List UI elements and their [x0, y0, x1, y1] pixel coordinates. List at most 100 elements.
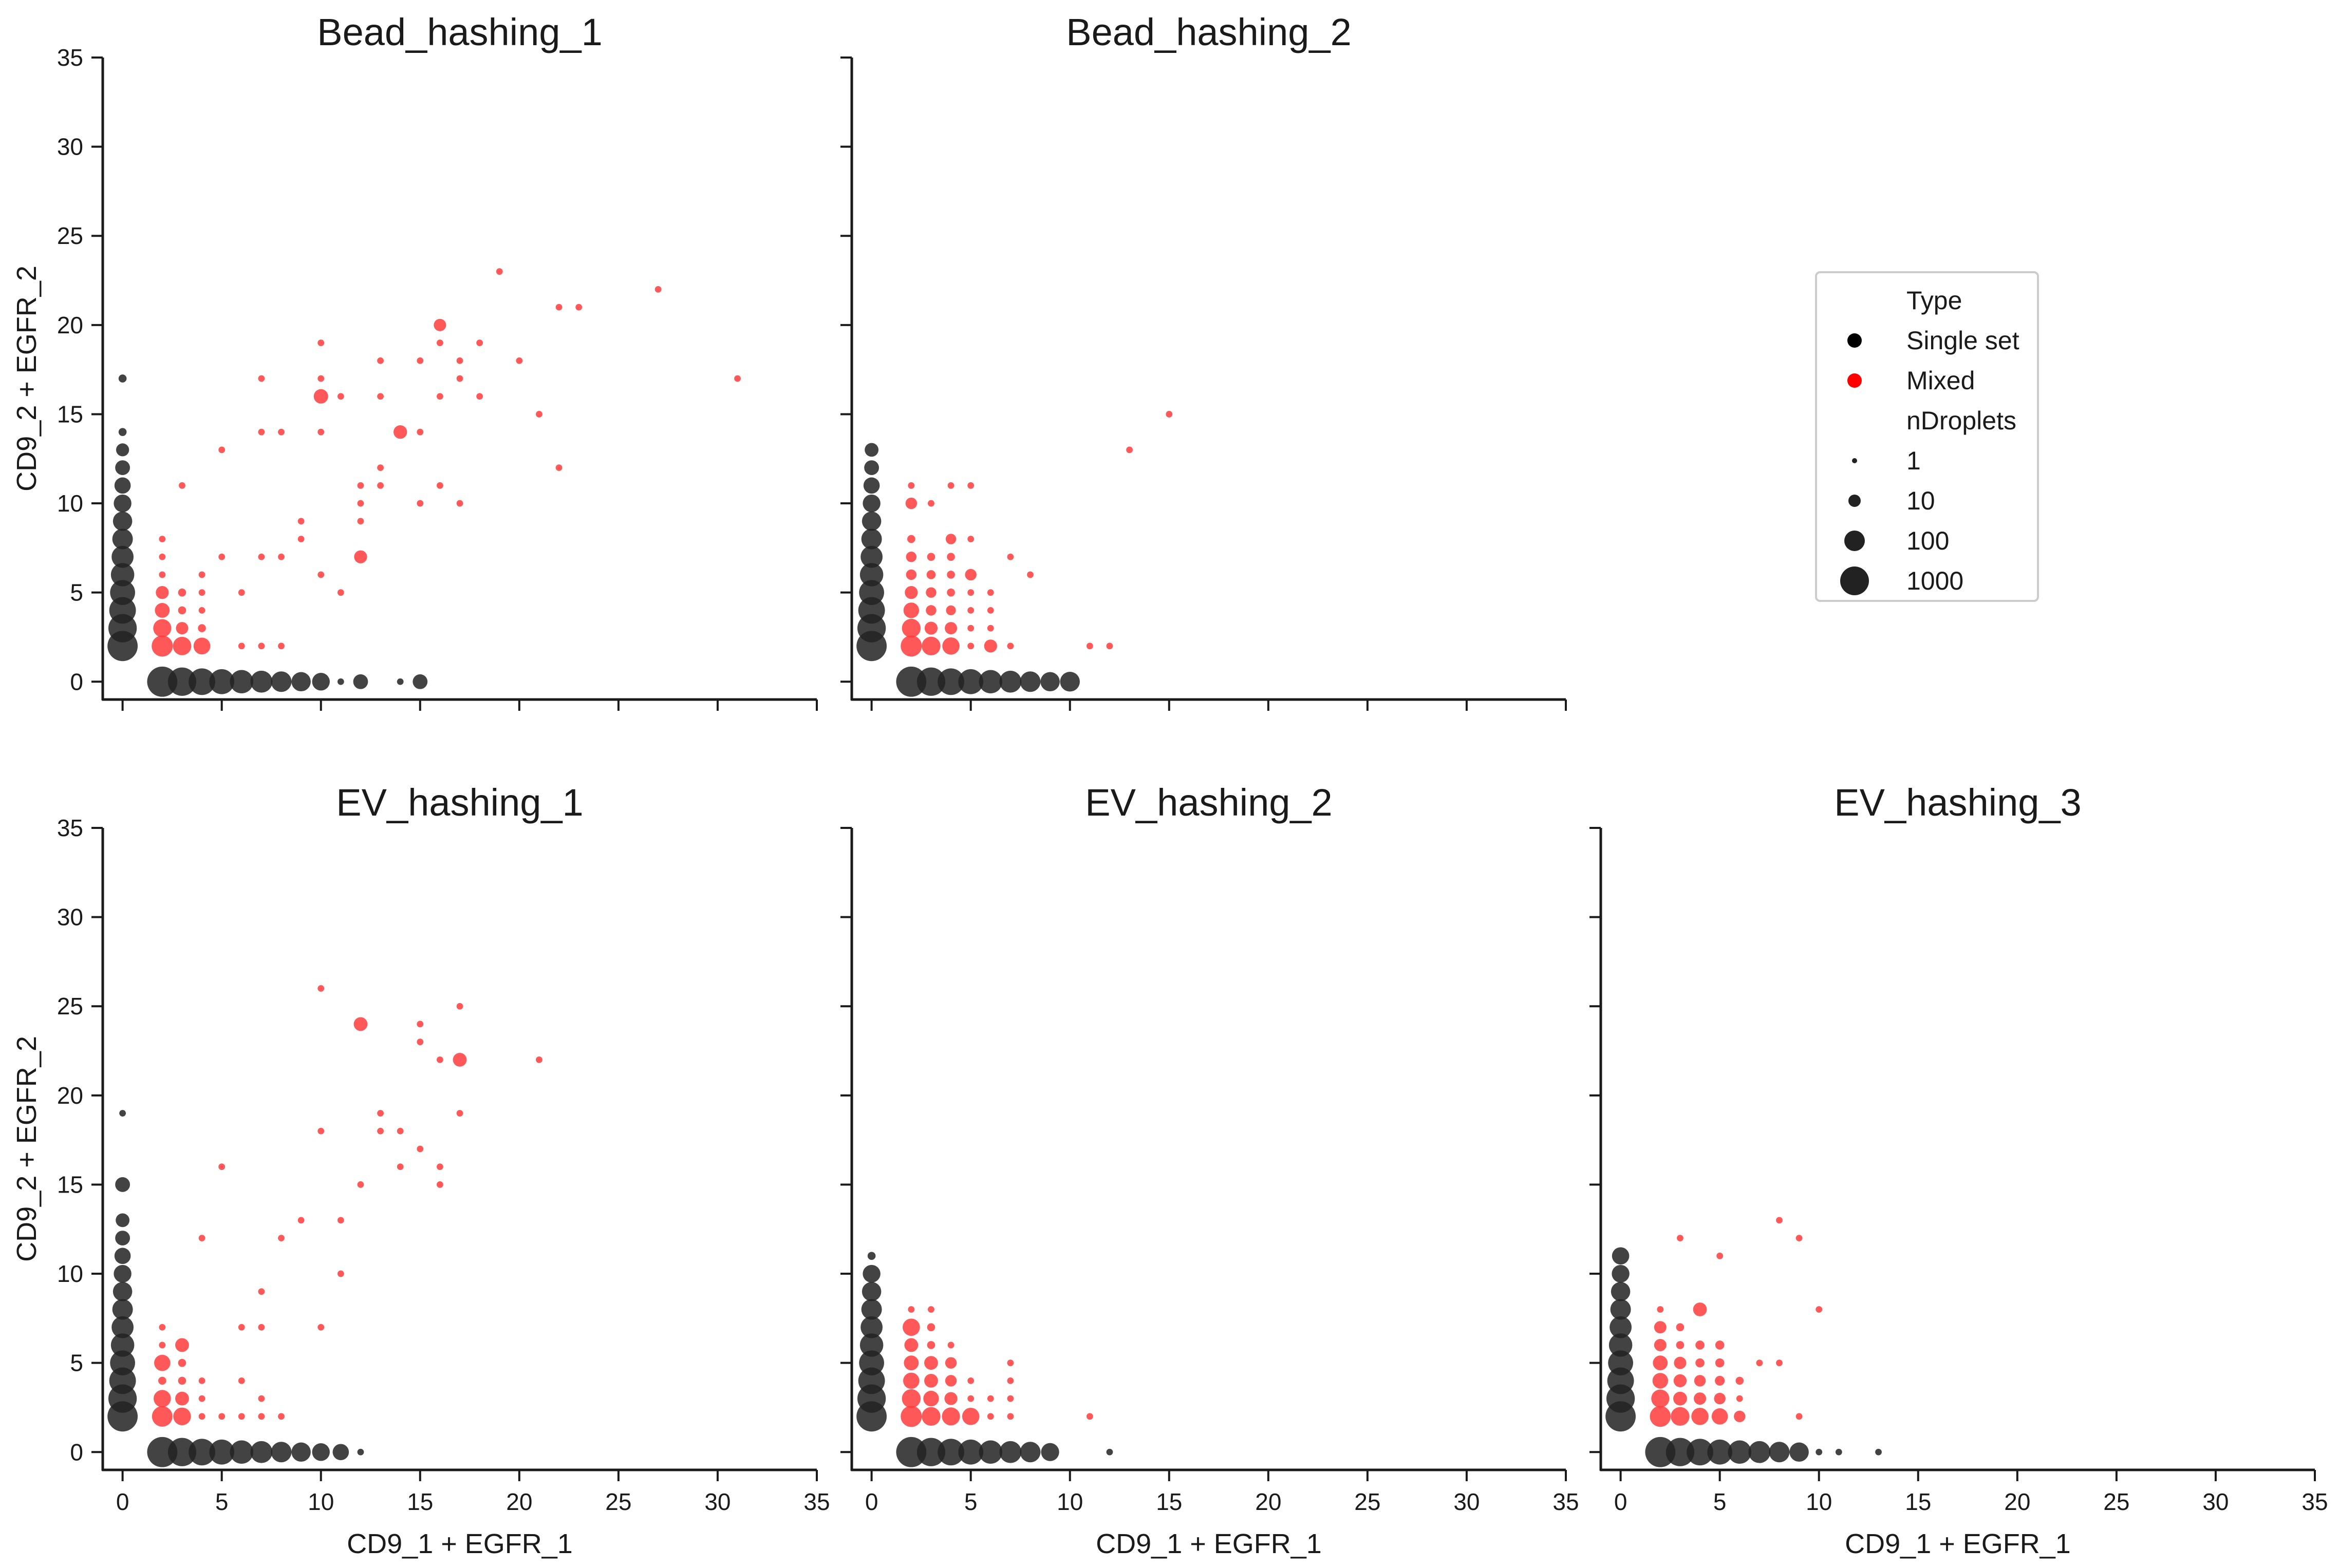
data-point: [238, 1413, 245, 1420]
legend-label: 10: [1906, 486, 1935, 515]
y-tick-label: 0: [70, 1439, 83, 1465]
data-point: [147, 1437, 178, 1467]
data-point: [353, 674, 368, 689]
data-point: [1728, 1440, 1752, 1464]
data-point: [198, 571, 205, 578]
data-point: [654, 286, 662, 293]
data-point: [859, 1333, 884, 1357]
legend-marker: [1847, 333, 1862, 348]
data-point: [1715, 1375, 1725, 1386]
data-point: [896, 1437, 927, 1467]
data-point: [904, 1338, 919, 1352]
data-point: [291, 1442, 311, 1462]
data-point: [1816, 1306, 1823, 1313]
data-point: [377, 482, 384, 489]
data-point: [337, 1217, 344, 1224]
data-point: [198, 1395, 205, 1402]
data-point: [178, 1376, 186, 1385]
y-tick-label: 25: [57, 222, 83, 249]
x-tick-label: 20: [2004, 1488, 2030, 1515]
data-point: [476, 339, 483, 346]
legend: Type Single set Mixed nDroplets 1 10 100 1000: [1815, 271, 2039, 602]
y-tick-label: 35: [57, 815, 83, 841]
data-point: [987, 1395, 994, 1402]
data-point: [110, 563, 135, 587]
data-point: [209, 1439, 235, 1465]
data-point: [967, 482, 975, 489]
data-point: [906, 551, 917, 562]
x-tick-label: 0: [116, 1488, 129, 1515]
panel-ev-hashing-1: EV_hashing_1 0 5 10 15 20 25 30 35 0 5 10 15 20 25 30 35…: [11, 781, 830, 1559]
data-point: [271, 671, 292, 692]
data-point: [317, 375, 325, 382]
data-point: [967, 643, 975, 650]
data-point: [1607, 1367, 1634, 1394]
data-point: [1166, 411, 1173, 418]
data-point: [114, 494, 132, 513]
data-point: [109, 1367, 136, 1394]
data-point: [1789, 1442, 1809, 1462]
y-tick-label: 30: [57, 904, 83, 931]
legend-size-marker: [1844, 531, 1865, 551]
data-point: [864, 460, 880, 476]
data-point: [979, 670, 1003, 694]
data-point: [958, 1439, 984, 1465]
data-point: [1674, 1356, 1687, 1369]
data-point: [905, 497, 918, 509]
data-point: [456, 500, 463, 507]
data-point: [436, 1181, 443, 1188]
data-point: [159, 571, 166, 578]
data-point: [377, 1127, 384, 1135]
x-tick-label: 25: [605, 1488, 631, 1515]
data-point: [476, 393, 483, 400]
data-point: [111, 545, 134, 568]
data-point: [1041, 1443, 1059, 1461]
data-point: [924, 1373, 938, 1388]
data-point: [924, 621, 938, 635]
data-point: [906, 569, 917, 580]
data-point: [861, 1299, 882, 1320]
data-point: [209, 669, 235, 694]
data-point: [114, 477, 131, 494]
data-point: [555, 464, 563, 471]
data-point: [1691, 1408, 1709, 1425]
data-point: [979, 1440, 1003, 1464]
data-point: [456, 1110, 463, 1117]
data-point: [176, 622, 189, 635]
data-point: [903, 1318, 920, 1336]
data-point: [167, 1438, 197, 1466]
legend-label: Mixed: [1906, 366, 1975, 395]
data-point: [938, 1439, 964, 1466]
data-point: [1715, 1340, 1725, 1350]
data-point: [1795, 1413, 1803, 1420]
data-point: [924, 1356, 938, 1370]
y-axis-label: CD9_2 + EGFR_2: [11, 1036, 42, 1262]
data-point: [317, 985, 325, 992]
data-point: [922, 636, 941, 656]
data-point: [865, 443, 879, 457]
data-point: [110, 1350, 135, 1376]
data-point: [862, 512, 882, 531]
data-point: [115, 460, 130, 476]
data-point: [198, 607, 205, 614]
x-tick-label: 5: [215, 1488, 229, 1515]
series-single-set: [107, 1110, 364, 1467]
data-point: [357, 518, 364, 525]
x-tick-label: 5: [1713, 1488, 1727, 1515]
data-point: [291, 672, 311, 692]
data-point: [862, 1282, 882, 1301]
data-point: [317, 1324, 325, 1331]
y-tick-label: 30: [57, 134, 83, 160]
series-single-set: [1605, 1247, 1882, 1467]
data-point: [1816, 1448, 1823, 1456]
y-tick-label: 5: [70, 579, 83, 606]
x-tick-label: 0: [865, 1488, 878, 1515]
data-point: [456, 375, 463, 382]
data-point: [1612, 1264, 1630, 1283]
data-point: [1676, 1341, 1685, 1349]
x-tick-label: 25: [2103, 1488, 2129, 1515]
data-point: [908, 482, 915, 489]
data-point: [353, 1017, 368, 1031]
data-point: [1040, 672, 1060, 692]
data-point: [902, 618, 921, 638]
